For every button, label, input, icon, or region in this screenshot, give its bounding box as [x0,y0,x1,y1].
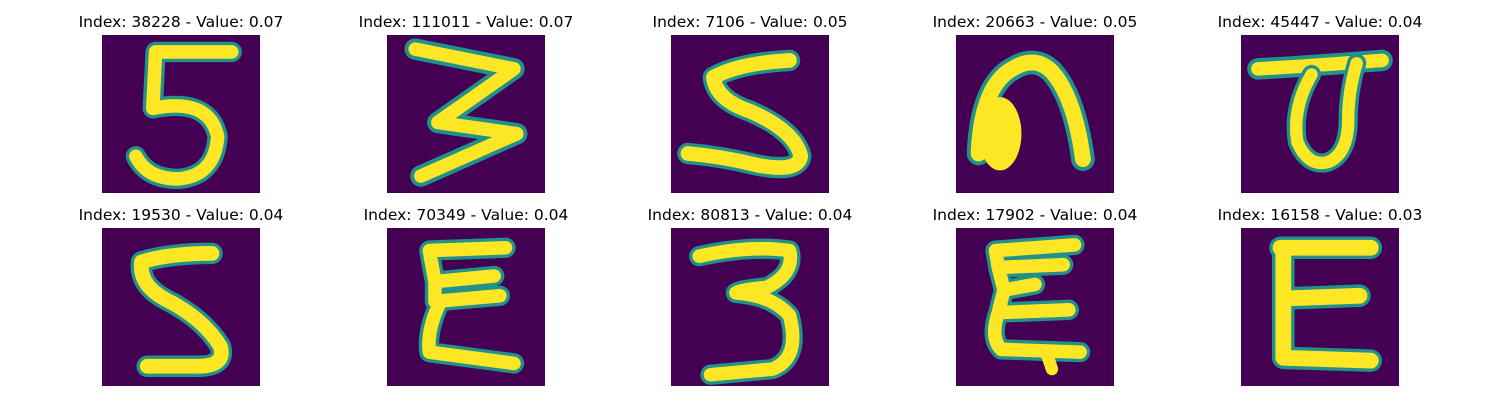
digit-image-5 [671,35,829,193]
character-image-e [387,228,545,386]
digit-image-5 [102,35,260,193]
grid-cell-3: Index: 7106 - Value: 0.05 [615,12,885,202]
digit-image-3 [387,35,545,193]
grid-cell-10: Index: 16158 - Value: 0.03 [1185,205,1455,395]
character-image-a [1241,35,1399,193]
digit-image-5 [102,228,260,386]
image-title: Index: 19530 - Value: 0.04 [78,206,284,224]
character-image-e [956,228,1114,386]
grid-cell-8: Index: 80813 - Value: 0.04 [615,205,885,395]
grid-cell-9: Index: 17902 - Value: 0.04 [900,205,1170,395]
image-title: Index: 7106 - Value: 0.05 [652,13,848,31]
digit-image-3 [671,228,829,386]
image-title: Index: 70349 - Value: 0.04 [363,206,569,224]
image-title: Index: 20663 - Value: 0.05 [932,13,1138,31]
grid-cell-4: Index: 20663 - Value: 0.05 [900,12,1170,202]
image-title: Index: 17902 - Value: 0.04 [932,206,1138,224]
image-title: Index: 38228 - Value: 0.07 [78,13,284,31]
grid-cell-6: Index: 19530 - Value: 0.04 [46,205,316,395]
image-title: Index: 16158 - Value: 0.03 [1217,206,1423,224]
character-image-e [1241,228,1399,386]
image-title: Index: 80813 - Value: 0.04 [647,206,853,224]
grid-cell-7: Index: 70349 - Value: 0.04 [331,205,601,395]
grid-cell-1: Index: 38228 - Value: 0.07 [46,12,316,202]
grid-cell-5: Index: 45447 - Value: 0.04 [1185,12,1455,202]
image-title: Index: 111011 - Value: 0.07 [358,13,574,31]
image-title: Index: 45447 - Value: 0.04 [1217,13,1423,31]
grid-cell-2: Index: 111011 - Value: 0.07 [331,12,601,202]
character-image-n [956,35,1114,193]
